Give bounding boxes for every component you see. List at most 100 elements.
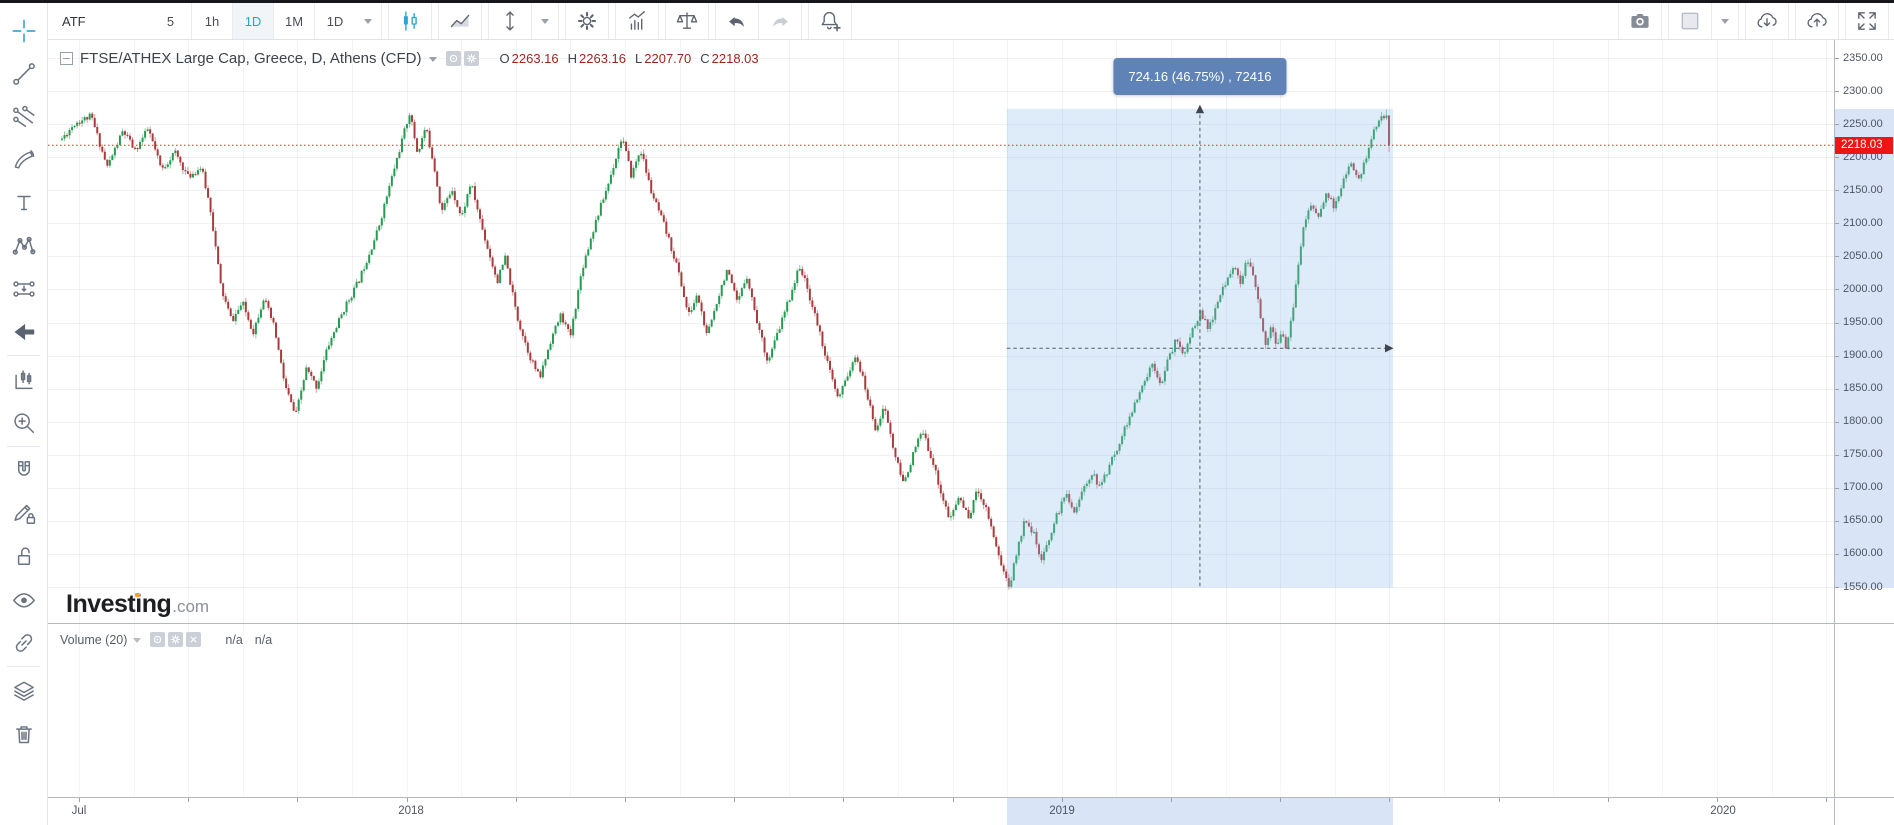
volume-settings-chip[interactable]	[168, 632, 184, 647]
back-arrow-icon	[14, 323, 34, 340]
camera-snapshot-button[interactable]	[1619, 3, 1661, 39]
timeframe-button-1D[interactable]: 1D	[314, 3, 355, 39]
last-price-label: 2218.03	[1835, 136, 1893, 154]
layers-tool[interactable]	[0, 669, 47, 712]
undo-button[interactable]	[716, 3, 758, 39]
timeframe-menu-caret[interactable]	[355, 3, 381, 39]
timeframe-button-1M[interactable]: 1M	[273, 3, 314, 39]
volume-close-chip[interactable]	[186, 632, 202, 647]
chart-toolbar: ATF 5 1h 1D 1M 1D	[48, 3, 1894, 40]
ohlc-close-key: C	[700, 51, 710, 66]
style-caret-button[interactable]	[531, 3, 558, 39]
gridline	[297, 624, 299, 797]
gridline	[952, 624, 954, 797]
fullscreen-button[interactable]	[1846, 3, 1888, 39]
timeframe-button-1h[interactable]: 1h	[191, 3, 232, 39]
ohlc-open-key: O	[499, 51, 510, 66]
gridline	[1116, 624, 1118, 797]
time-axis-tick	[625, 798, 626, 802]
brush-tool[interactable]	[0, 138, 47, 181]
alert-bell-add-button[interactable]	[809, 3, 851, 39]
xabcd-pattern-icon	[12, 236, 35, 255]
price-axis-label: 1700.00	[1843, 481, 1883, 494]
layout-caret-button[interactable]	[1711, 3, 1738, 39]
price-axis-tick	[1835, 421, 1839, 423]
legend-marker-chip[interactable]	[445, 51, 461, 66]
cloud-download-group	[1745, 3, 1789, 39]
pitchfork-tool[interactable]	[0, 95, 47, 138]
lock-all-tool[interactable]	[0, 535, 47, 578]
volume-pane[interactable]: Volume (20) n/a n/a	[48, 623, 1834, 797]
volume-legend: Volume (20) n/a n/a	[60, 632, 272, 647]
volume-legend-chips	[147, 632, 202, 647]
scales-button[interactable]	[666, 3, 708, 39]
candlestick-style-button[interactable]	[389, 3, 431, 39]
price-axis-label: 2300.00	[1843, 84, 1883, 97]
price-axis-tick	[1835, 190, 1839, 192]
toolbar-right-icons	[1612, 3, 1889, 39]
cloud-upload-button[interactable]	[1796, 3, 1838, 39]
volume-marker-chip[interactable]	[150, 632, 166, 647]
gridline	[1389, 624, 1391, 797]
time-axis-tick	[843, 798, 845, 802]
collapse-pane-icon[interactable]	[60, 52, 73, 65]
timeframe-buttons: 5 1h 1D 1M 1D	[150, 3, 355, 39]
xabcd-pattern-tool[interactable]	[0, 224, 47, 267]
time-axis-tick	[1061, 798, 1063, 802]
gridline	[1662, 624, 1664, 797]
chevron-down-icon[interactable]	[133, 637, 142, 647]
timeframe-button-1D[interactable]: 1D	[232, 3, 273, 39]
drawing-lock-tool[interactable]	[0, 492, 47, 535]
link-tool[interactable]	[0, 621, 47, 664]
bars-pattern-tool[interactable]	[0, 358, 47, 401]
settings-icon	[171, 634, 181, 645]
text-tool[interactable]	[0, 181, 47, 224]
timeframe-button-5[interactable]: 5	[150, 3, 191, 39]
toolbar-separator	[7, 666, 40, 667]
hide-all-tool[interactable]	[0, 578, 47, 621]
time-axis[interactable]: Jul 2018 2019 2020	[48, 797, 1834, 825]
gridline	[1553, 624, 1555, 797]
window-top-edge	[0, 0, 1894, 3]
candlestick-canvas[interactable]	[48, 40, 1834, 623]
ohlc-readout: O 2263.16 H 2263.16 L 2207.70 C 2218.03	[491, 51, 759, 66]
back-arrow-tool[interactable]	[0, 310, 47, 353]
time-axis-tick	[952, 798, 954, 802]
settings-gear-button[interactable]	[566, 3, 608, 39]
settings-gear-group	[565, 3, 609, 39]
time-axis-tick	[1171, 798, 1172, 802]
zoom-in-tool[interactable]	[0, 401, 47, 444]
trend-line-tool[interactable]	[0, 52, 47, 95]
price-axis-label: 2100.00	[1843, 216, 1883, 229]
symbol-input[interactable]: ATF	[48, 3, 150, 39]
layout-grid-button[interactable]	[1669, 3, 1711, 39]
pane-divider	[1835, 623, 1894, 624]
cloud-upload-icon	[1807, 13, 1827, 28]
symbol-legend: FTSE/ATHEX Large Cap, Greece, D, Athens …	[60, 50, 759, 67]
cloud-upload-group	[1795, 3, 1839, 39]
indicators-button[interactable]	[616, 3, 658, 39]
price-axis-label: 1550.00	[1843, 580, 1883, 593]
chevron-down-icon	[1721, 19, 1729, 28]
trash-tool[interactable]	[0, 712, 47, 755]
magnet-icon	[17, 460, 30, 476]
ohlc-close-value: 2218.03	[711, 51, 759, 66]
measure-tooltip: 724.16 (46.75%) , 72416	[1113, 58, 1287, 95]
pitchfork-icon	[12, 105, 34, 127]
redo-button[interactable]	[758, 3, 801, 39]
line-style-button[interactable]	[439, 3, 481, 39]
chevron-down-icon[interactable]	[428, 56, 437, 66]
hide-all-icon	[12, 592, 35, 608]
forecast-icon	[12, 280, 35, 297]
price-chart-pane[interactable]: FTSE/ATHEX Large Cap, Greece, D, Athens …	[48, 40, 1834, 623]
gridline	[188, 624, 190, 797]
magnet-tool[interactable]	[0, 449, 47, 492]
toolbar-left-icons	[382, 3, 852, 39]
cloud-download-button[interactable]	[1746, 3, 1788, 39]
forecast-tool[interactable]	[0, 267, 47, 310]
crosshair-tool[interactable]	[0, 9, 47, 52]
compare-button[interactable]	[489, 3, 531, 39]
price-axis-label: 1950.00	[1843, 316, 1883, 328]
price-axis[interactable]: 2218.03 2350.00 2300.00 2250.00 2200.00 2150…	[1834, 40, 1894, 825]
legend-settings-chip[interactable]	[463, 51, 479, 66]
